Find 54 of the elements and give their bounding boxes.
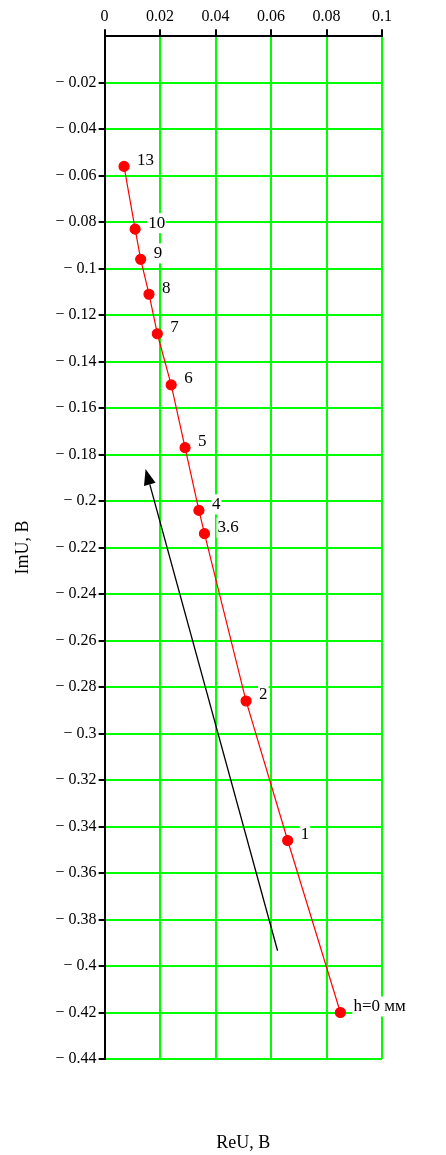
y-tick-label: − 0.16 [55, 398, 97, 416]
point [282, 834, 294, 847]
annotation: 7 [170, 317, 180, 337]
annotation: 6 [184, 368, 193, 388]
x-tick-label: 0.04 [201, 6, 230, 24]
point [118, 160, 130, 172]
point [193, 504, 205, 517]
x-tick-label: 0.1 [372, 6, 392, 24]
annotation: 4 [211, 493, 221, 513]
point [179, 442, 191, 454]
y-tick-label: − 0.14 [55, 351, 97, 369]
point [165, 379, 177, 391]
point [129, 223, 141, 235]
annotation: 5 [198, 431, 207, 451]
y-tick-label: − 0.2 [63, 491, 97, 509]
y-tick-label: − 0.24 [55, 584, 97, 602]
y-tick-label: − 0.44 [55, 1049, 97, 1067]
y-tick-label: − 0.18 [55, 444, 97, 462]
y-tick-label: − 0.08 [55, 212, 97, 230]
y-tick-label: − 0.1 [63, 258, 97, 276]
x-tick-label: 0.08 [312, 6, 341, 24]
point [151, 328, 163, 340]
annotation: 8 [162, 277, 171, 297]
x-tick-label: 0.06 [257, 6, 286, 24]
annotation: 9 [153, 242, 163, 262]
annotation: 10 [148, 212, 166, 232]
y-tick-label: − 0.26 [55, 630, 97, 648]
x-axis-title: ReU, B [216, 1131, 271, 1152]
y-tick-label: − 0.34 [55, 816, 97, 834]
y-tick-label: − 0.38 [55, 909, 97, 927]
point [143, 288, 155, 300]
point [240, 695, 252, 707]
y-axis-title: ImU, B [11, 520, 32, 575]
annotation: 13 [137, 149, 155, 169]
y-tick-label: − 0.36 [55, 863, 97, 881]
y-tick-label: − 0.4 [63, 956, 97, 974]
y-tick-label: − 0.06 [55, 165, 97, 183]
annotation: h=0 мм [353, 995, 406, 1015]
x-tick-label: 0.02 [146, 6, 175, 24]
y-tick-label: − 0.04 [55, 119, 97, 137]
annotation: 1 [300, 823, 310, 843]
point [198, 528, 211, 540]
y-tick-label: − 0.28 [55, 677, 97, 695]
y-tick-label: − 0.3 [63, 723, 97, 741]
y-tick-label: − 0.32 [55, 770, 97, 788]
y-tick-label: − 0.22 [55, 537, 97, 555]
annotation: 3.6 [217, 517, 239, 537]
x-tick-label: 0 [100, 6, 109, 24]
y-tick-label: − 0.02 [55, 72, 97, 90]
y-tick-label: − 0.42 [55, 1002, 97, 1020]
y-tick-label: − 0.12 [55, 305, 97, 323]
point [334, 1006, 346, 1019]
annotation: 2 [259, 684, 268, 704]
point [135, 253, 147, 265]
